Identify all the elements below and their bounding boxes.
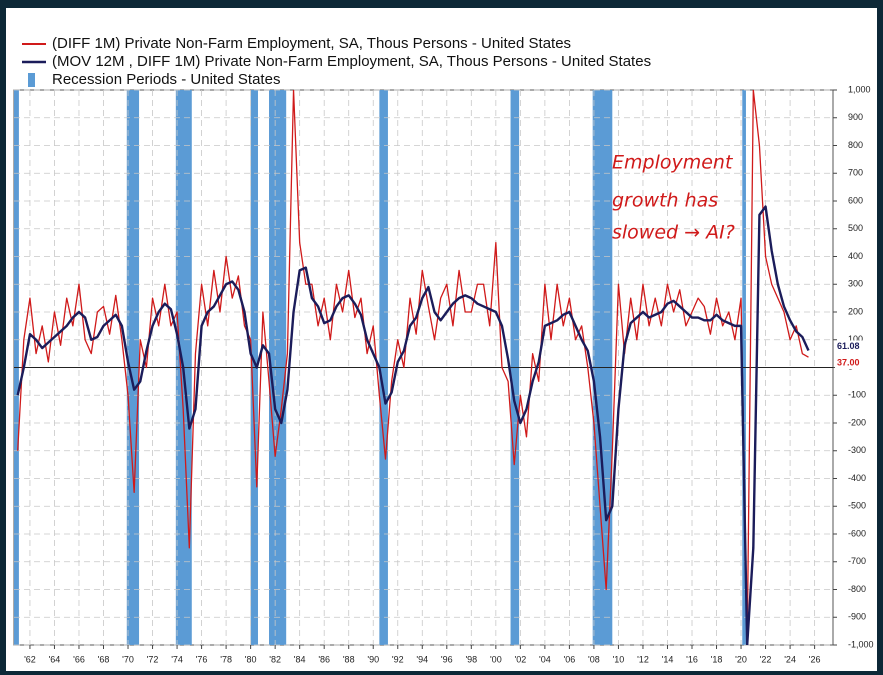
y-tick-label: -700	[848, 556, 866, 566]
series-line	[16, 205, 810, 645]
end-label: 61.08	[837, 341, 860, 351]
x-tick-label: '26	[809, 654, 821, 664]
annotation: growth has	[612, 190, 718, 212]
x-tick-label: '24	[784, 654, 796, 664]
end-label-box	[835, 340, 869, 353]
x-tick-label: '12	[637, 654, 649, 664]
panel	[6, 8, 877, 671]
y-tick-label: -200	[848, 417, 866, 427]
x-tick-label: '80	[245, 654, 257, 664]
x-tick-label: '16	[686, 654, 698, 664]
x-tick-label: '62	[24, 654, 36, 664]
x-tick-label: '02	[514, 654, 526, 664]
legend-entry: Recession Periods - United States	[52, 71, 280, 88]
y-tick-label: 600	[848, 195, 863, 205]
y-tick-label: -100	[848, 390, 866, 400]
x-tick-label: '10	[613, 654, 625, 664]
x-tick-label: '68	[98, 654, 110, 664]
legend-entry: (MOV 12M , DIFF 1M) Private Non-Farm Emp…	[52, 53, 651, 70]
y-tick-label: 500	[848, 223, 863, 233]
legend-swatch	[28, 73, 35, 87]
x-tick-label: '22	[760, 654, 772, 664]
x-tick-label: '84	[294, 654, 306, 664]
x-tick-label: '98	[465, 654, 477, 664]
x-tick-label: '72	[147, 654, 159, 664]
y-tick-label: 700	[848, 168, 863, 178]
y-tick-label: -800	[848, 584, 866, 594]
x-tick-label: '74	[171, 654, 183, 664]
y-tick-label: 300	[848, 279, 863, 289]
x-tick-label: '92	[392, 654, 404, 664]
y-tick-label: -600	[848, 528, 866, 538]
series-line	[17, 90, 809, 645]
y-tick-label: 900	[848, 112, 863, 122]
annotation: slowed → AI?	[612, 222, 735, 244]
annotation: Employment	[612, 152, 734, 174]
y-tick-label: 1,000	[848, 84, 871, 94]
y-tick-label: -500	[848, 501, 866, 511]
x-tick-label: '96	[441, 654, 453, 664]
x-tick-label: '76	[196, 654, 208, 664]
x-tick-label: '82	[269, 654, 281, 664]
x-tick-label: '90	[367, 654, 379, 664]
end-label-box	[835, 357, 869, 370]
x-tick-label: '70	[122, 654, 134, 664]
y-tick-label: 100	[848, 334, 863, 344]
y-tick-label: -300	[848, 445, 866, 455]
x-tick-label: '14	[662, 654, 674, 664]
y-tick-label: 400	[848, 251, 863, 261]
x-tick-label: '64	[49, 654, 61, 664]
y-tick-label: 800	[848, 140, 863, 150]
x-tick-label: '94	[416, 654, 428, 664]
y-tick-label: -400	[848, 473, 866, 483]
x-tick-label: '00	[490, 654, 502, 664]
x-tick-label: '86	[318, 654, 330, 664]
x-tick-label: '66	[73, 654, 85, 664]
y-tick-label: -1,000	[848, 639, 874, 649]
y-tick-label: -900	[848, 612, 866, 622]
x-tick-label: '18	[711, 654, 723, 664]
x-tick-label: '88	[343, 654, 355, 664]
x-tick-label: '06	[564, 654, 576, 664]
legend-entry: (DIFF 1M) Private Non-Farm Employment, S…	[52, 35, 571, 52]
end-label: 37.00	[837, 358, 860, 368]
y-tick-label: 200	[848, 306, 863, 316]
x-tick-label: '04	[539, 654, 551, 664]
x-tick-label: '78	[220, 654, 232, 664]
x-tick-label: '20	[735, 654, 747, 664]
x-tick-label: '08	[588, 654, 600, 664]
